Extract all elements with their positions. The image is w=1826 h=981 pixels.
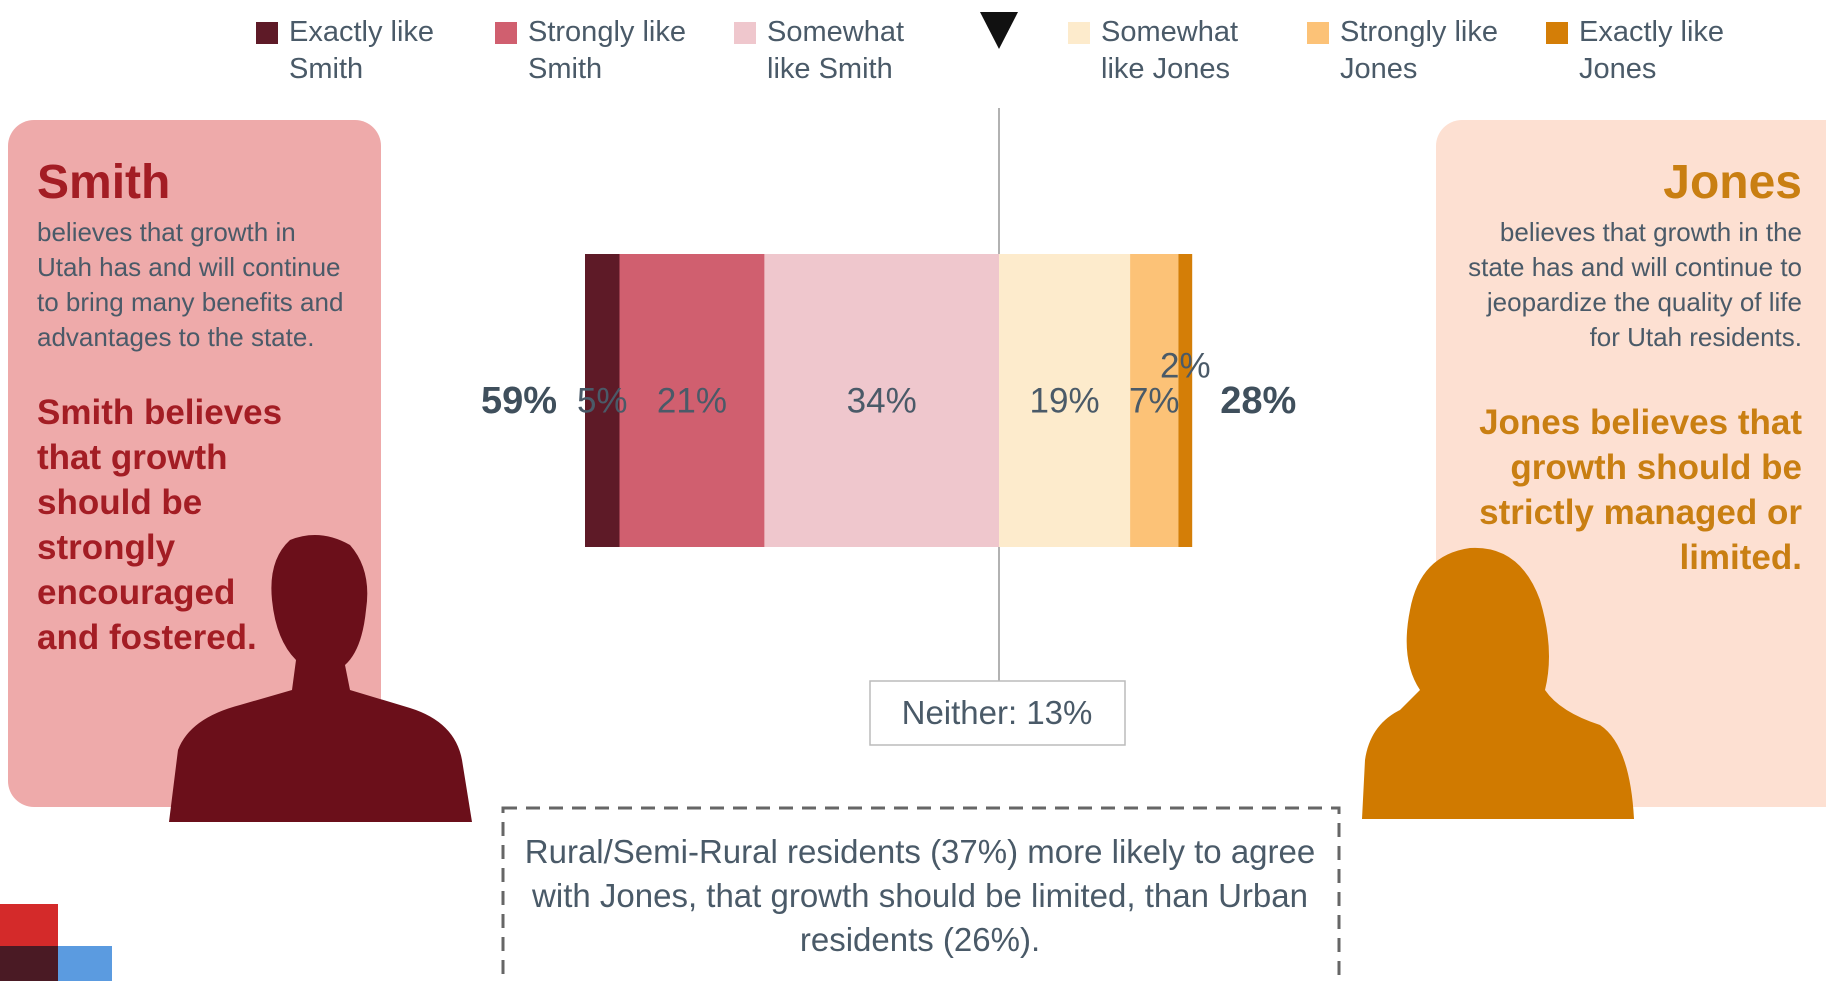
legend-item: Strongly like Smith — [495, 14, 698, 88]
legend-item: Exactly like Smith — [256, 14, 459, 88]
legend-label: Somewhat like Jones — [1101, 16, 1238, 85]
legend-item: Strongly like Jones — [1307, 14, 1510, 88]
callout-text: Rural/Semi-Rural residents (37%) more li… — [520, 830, 1320, 962]
value-label: 2% — [1160, 346, 1211, 385]
page: Neither: 13% 34% 21% 5% 59% 19% 7%2%28% Exact… — [0, 0, 1826, 981]
legend-label: Exactly like Jones — [1579, 16, 1724, 85]
legend-swatch — [1068, 22, 1090, 44]
legend-swatch — [1546, 22, 1568, 44]
smith-text: believes that growth in Utah has and wil… — [37, 215, 357, 355]
total-label: 59% — [481, 380, 557, 422]
value-label: 21% — [657, 381, 727, 420]
legend-label: Exactly like Smith — [289, 16, 434, 85]
jones-text: believes that growth in the state has an… — [1462, 215, 1802, 355]
value-label: 34% — [847, 381, 917, 420]
legend-item: Somewhat like Jones — [1068, 14, 1271, 88]
total-label: 28% — [1220, 380, 1296, 422]
jones-title: Jones — [1663, 155, 1802, 210]
legend-label: Strongly like Smith — [528, 16, 686, 85]
legend-swatch — [256, 22, 278, 44]
legend-swatch — [734, 22, 756, 44]
legend-item: Somewhat like Smith — [734, 14, 937, 88]
legend-swatch — [1307, 22, 1329, 44]
smith-emphasis: Smith believes that growth should be str… — [37, 390, 307, 660]
center-marker — [980, 12, 1018, 49]
jones-silhouette — [1362, 548, 1634, 819]
neither-label: Neither: 13% — [902, 694, 1093, 731]
jones-emphasis: Jones believes that growth should be str… — [1452, 400, 1802, 580]
bar-segment — [1178, 254, 1192, 547]
legend-swatch — [495, 22, 517, 44]
logo — [0, 904, 112, 981]
value-label: 5% — [577, 381, 628, 420]
smith-title: Smith — [37, 155, 170, 210]
legend-label: Strongly like Jones — [1340, 16, 1498, 85]
value-label: 7% — [1129, 381, 1180, 420]
legend-item: Exactly like Jones — [1546, 14, 1749, 88]
value-label: 19% — [1030, 381, 1100, 420]
legend-label: Somewhat like Smith — [767, 16, 904, 85]
